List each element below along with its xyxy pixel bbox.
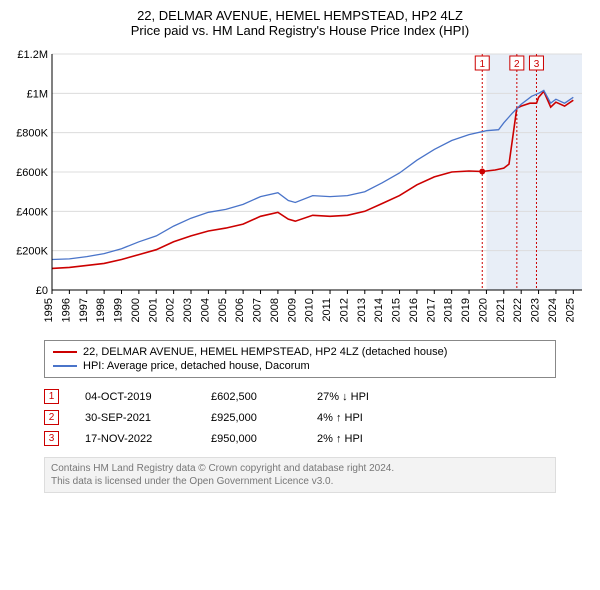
- svg-text:2000: 2000: [130, 298, 142, 322]
- svg-text:£800K: £800K: [16, 128, 48, 140]
- svg-text:2012: 2012: [338, 298, 350, 322]
- legend-item-hpi: HPI: Average price, detached house, Daco…: [53, 359, 547, 373]
- svg-text:2002: 2002: [165, 298, 177, 322]
- sale-delta: 4% ↑ HPI: [317, 412, 407, 424]
- table-row: 2 30-SEP-2021 £925,000 4% ↑ HPI: [44, 407, 556, 428]
- svg-text:2025: 2025: [564, 298, 576, 322]
- page-title-line2: Price paid vs. HM Land Registry's House …: [8, 23, 592, 38]
- sale-badge: 2: [44, 410, 59, 425]
- svg-text:2004: 2004: [199, 298, 211, 322]
- sale-delta: 2% ↑ HPI: [317, 433, 407, 445]
- legend-swatch: [53, 351, 77, 353]
- page-title-line1: 22, DELMAR AVENUE, HEMEL HEMPSTEAD, HP2 …: [8, 8, 592, 23]
- svg-text:1998: 1998: [95, 298, 107, 322]
- svg-text:£1M: £1M: [27, 88, 48, 100]
- svg-text:2023: 2023: [530, 298, 542, 322]
- svg-text:2008: 2008: [269, 298, 281, 322]
- svg-text:2019: 2019: [460, 298, 472, 322]
- sale-price: £925,000: [211, 412, 291, 424]
- attribution-line2: This data is licensed under the Open Gov…: [51, 475, 549, 488]
- svg-text:2: 2: [514, 59, 520, 70]
- sale-price: £602,500: [211, 391, 291, 403]
- sale-delta: 27% ↓ HPI: [317, 391, 407, 403]
- svg-text:2003: 2003: [182, 298, 194, 322]
- table-row: 3 17-NOV-2022 £950,000 2% ↑ HPI: [44, 428, 556, 449]
- svg-text:2011: 2011: [321, 298, 333, 322]
- svg-text:£1.2M: £1.2M: [17, 49, 48, 61]
- svg-text:1: 1: [479, 59, 485, 70]
- table-row: 1 04-OCT-2019 £602,500 27% ↓ HPI: [44, 386, 556, 407]
- sale-date: 17-NOV-2022: [85, 433, 185, 445]
- svg-text:2022: 2022: [512, 298, 524, 322]
- svg-text:2017: 2017: [425, 298, 437, 322]
- svg-text:2013: 2013: [356, 298, 368, 322]
- svg-text:1999: 1999: [113, 298, 125, 322]
- legend-label: HPI: Average price, detached house, Daco…: [83, 360, 310, 372]
- svg-text:3: 3: [534, 59, 540, 70]
- svg-text:2001: 2001: [147, 298, 159, 322]
- svg-text:1995: 1995: [43, 298, 55, 322]
- attribution: Contains HM Land Registry data © Crown c…: [44, 457, 556, 493]
- svg-text:2010: 2010: [304, 298, 316, 322]
- svg-text:1996: 1996: [60, 298, 72, 322]
- svg-text:2020: 2020: [477, 298, 489, 322]
- legend-item-property: 22, DELMAR AVENUE, HEMEL HEMPSTEAD, HP2 …: [53, 345, 547, 359]
- sale-price: £950,000: [211, 433, 291, 445]
- sale-badge: 3: [44, 431, 59, 446]
- svg-text:2005: 2005: [217, 298, 229, 322]
- price-chart: £0 £200K £400K £600K £800K £1M £1.2M 1995 1996 19…: [8, 44, 592, 334]
- svg-text:2006: 2006: [234, 298, 246, 322]
- svg-text:£0: £0: [36, 285, 48, 297]
- svg-text:2014: 2014: [373, 298, 385, 322]
- legend-swatch: [53, 365, 77, 367]
- svg-text:2007: 2007: [252, 298, 264, 322]
- sale-date: 04-OCT-2019: [85, 391, 185, 403]
- legend-label: 22, DELMAR AVENUE, HEMEL HEMPSTEAD, HP2 …: [83, 346, 447, 358]
- svg-text:2015: 2015: [391, 298, 403, 322]
- svg-text:£200K: £200K: [16, 246, 48, 258]
- sale-date: 30-SEP-2021: [85, 412, 185, 424]
- attribution-line1: Contains HM Land Registry data © Crown c…: [51, 462, 549, 475]
- sale-badge: 1: [44, 389, 59, 404]
- legend: 22, DELMAR AVENUE, HEMEL HEMPSTEAD, HP2 …: [44, 340, 556, 378]
- svg-text:2021: 2021: [495, 298, 507, 322]
- svg-text:2024: 2024: [547, 298, 559, 322]
- svg-text:£600K: £600K: [16, 167, 48, 179]
- svg-text:2018: 2018: [443, 298, 455, 322]
- sales-table: 1 04-OCT-2019 £602,500 27% ↓ HPI 2 30-SE…: [44, 386, 556, 449]
- svg-text:1997: 1997: [78, 298, 90, 322]
- svg-text:£400K: £400K: [16, 206, 48, 218]
- svg-text:2016: 2016: [408, 298, 420, 322]
- svg-text:2009: 2009: [286, 298, 298, 322]
